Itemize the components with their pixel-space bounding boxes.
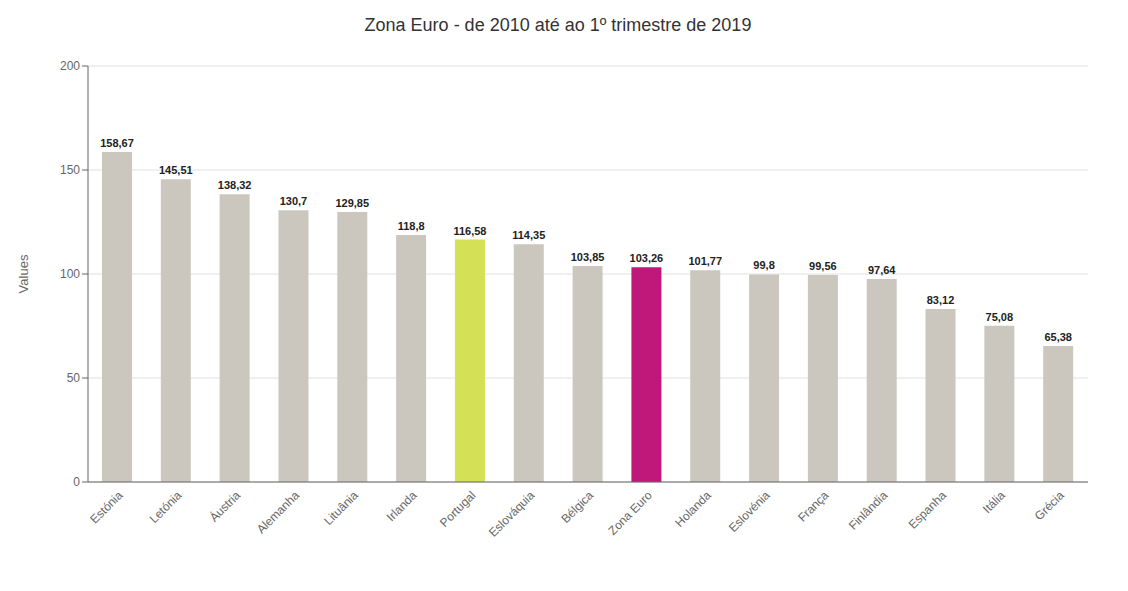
svg-text:Bélgica: Bélgica [558,488,596,526]
svg-text:Letónia: Letónia [147,488,185,526]
svg-text:101,77: 101,77 [688,255,722,267]
svg-text:103,85: 103,85 [571,251,605,263]
svg-text:99,8: 99,8 [753,259,774,271]
svg-text:145,51: 145,51 [159,164,193,176]
svg-text:Grécia: Grécia [1032,488,1067,523]
svg-text:França: França [795,488,832,525]
svg-text:114,35: 114,35 [512,229,545,241]
svg-text:129,85: 129,85 [335,197,369,209]
svg-text:Espanha: Espanha [906,488,950,532]
svg-text:Portugal: Portugal [437,488,479,530]
svg-text:Holanda: Holanda [672,488,714,530]
svg-text:Lituânia: Lituânia [321,488,361,528]
svg-text:130,7: 130,7 [280,195,308,207]
svg-text:Eslovénia: Eslovénia [726,488,773,535]
svg-text:138,32: 138,32 [218,179,252,191]
html-text:Zona Euro - de 2010 até ao 1º: Zona Euro - de 2010 até ao 1º trimestre … [364,15,752,35]
svg-text:83,12: 83,12 [927,294,955,306]
svg-text:Estónia: Estónia [87,488,125,526]
svg-text:Eslováquia: Eslováquia [486,488,538,540]
svg-text:158,67: 158,67 [100,137,134,149]
svg-text:99,56: 99,56 [809,260,837,272]
svg-text:Irlanda: Irlanda [384,488,420,524]
svg-text:116,58: 116,58 [453,225,486,237]
svg-text:103,26: 103,26 [630,252,664,264]
svg-text:50: 50 [67,371,81,385]
svg-text:65,38: 65,38 [1044,331,1072,343]
svg-text:Values: Values [16,254,31,293]
svg-text:0: 0 [73,475,80,489]
svg-text:150: 150 [60,163,80,177]
svg-text:200: 200 [60,59,80,73]
svg-text:Itália: Itália [980,488,1008,516]
svg-text:118,8: 118,8 [398,220,425,232]
svg-text:100: 100 [60,267,80,281]
svg-text:Zona Euro: Zona Euro [605,488,655,538]
svg-text:75,08: 75,08 [986,311,1014,323]
svg-text:Finlândia: Finlândia [846,488,891,533]
svg-text:Alemanha: Alemanha [254,488,302,536]
svg-text:Áustria: Áustria [206,487,243,524]
svg-text:97,64: 97,64 [868,264,896,276]
